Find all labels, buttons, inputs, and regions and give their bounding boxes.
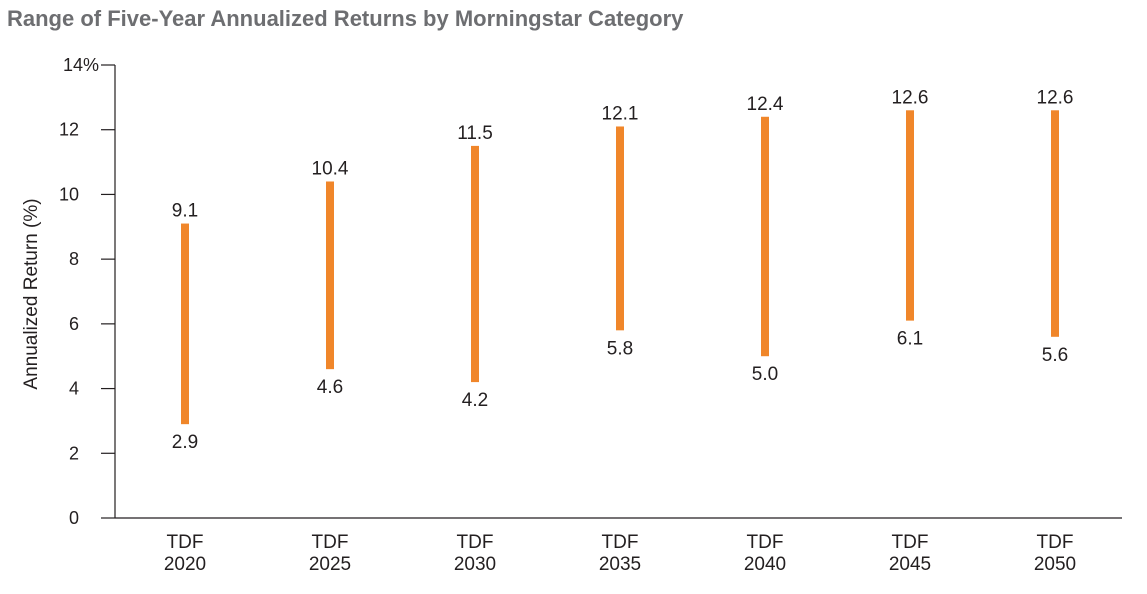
x-category-label-line1: TDF <box>312 532 349 553</box>
high-value-label: 12.6 <box>1037 87 1074 108</box>
low-value-label: 2.9 <box>172 432 198 453</box>
range-bar <box>1051 110 1059 337</box>
high-value-label: 12.6 <box>892 87 929 108</box>
y-tick-label: 14% <box>63 55 99 75</box>
x-category-label-line1: TDF <box>747 532 784 553</box>
range-bar <box>616 126 624 331</box>
low-value-label: 4.6 <box>317 377 343 398</box>
range-bar <box>181 223 189 425</box>
low-value-label: 5.0 <box>752 364 778 385</box>
range-bar <box>471 145 479 383</box>
x-category-label-line2: 2045 <box>889 554 931 575</box>
x-category-label-line2: 2025 <box>309 554 351 575</box>
range-bars <box>181 110 1059 425</box>
range-bar <box>761 116 769 357</box>
low-value-label: 4.2 <box>462 390 488 411</box>
x-category-label-line1: TDF <box>457 532 494 553</box>
y-tick-label: 6 <box>69 314 79 334</box>
range-bar <box>326 181 334 370</box>
x-category-labels: TDF2020TDF2025TDF2030TDF2035TDF2040TDF20… <box>164 532 1076 575</box>
x-category-label-line2: 2030 <box>454 554 496 575</box>
range-bar <box>906 110 914 321</box>
x-category-label-line2: 2050 <box>1034 554 1076 575</box>
y-ticks: 0 2 4 6 8 10 12 14% <box>59 55 115 528</box>
low-value-label: 5.8 <box>607 338 633 359</box>
y-tick-label: 0 <box>69 508 79 528</box>
high-value-label: 9.1 <box>172 201 198 222</box>
high-value-label: 10.4 <box>312 158 349 179</box>
low-value-label: 5.6 <box>1042 345 1068 366</box>
high-value-label: 12.4 <box>747 94 784 115</box>
y-tick-label: 12 <box>59 120 79 140</box>
x-category-label-line1: TDF <box>1037 532 1074 553</box>
x-category-label-line1: TDF <box>167 532 204 553</box>
axes <box>114 65 1122 519</box>
y-tick-label: 10 <box>59 184 79 204</box>
chart-title: Range of Five-Year Annualized Returns by… <box>7 6 684 31</box>
x-category-label-line1: TDF <box>892 532 929 553</box>
x-category-label-line2: 2040 <box>744 554 786 575</box>
high-value-label: 11.5 <box>457 123 493 144</box>
y-tick-label: 8 <box>69 249 79 269</box>
y-tick-label: 2 <box>69 443 79 463</box>
x-category-label-line2: 2020 <box>164 554 206 575</box>
y-axis-title: Annualized Return (%) <box>21 198 42 389</box>
high-value-label: 12.1 <box>602 103 639 124</box>
x-category-label-line2: 2035 <box>599 554 641 575</box>
x-category-label-line1: TDF <box>602 532 639 553</box>
y-tick-label: 4 <box>69 379 79 399</box>
low-value-label: 6.1 <box>897 329 923 350</box>
value-labels: 9.1 2.9 10.4 4.6 11.5 4.2 12.1 5.8 12.4 5.0 12.6 6.… <box>172 87 1074 453</box>
